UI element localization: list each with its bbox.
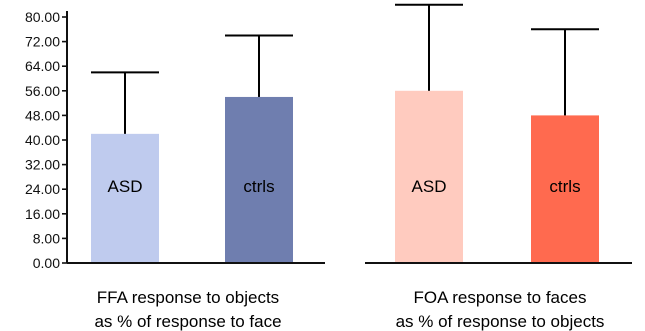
caption-2-line-2: as % of response to objects [396,312,605,331]
caption-2-line-1: FOA response to faces [414,288,587,307]
y-tick-label: 8.00 [33,230,60,246]
caption-1-line-2: as % of response to face [94,312,281,331]
bar-label-2-ctrls: ctrls [549,177,580,196]
bar-label-2-asd: ASD [412,177,447,196]
y-tick-label: 48.00 [25,107,60,123]
y-tick-label: 16.00 [25,206,60,222]
bar-label-1-asd: ASD [108,177,143,196]
y-tick-label: 72.00 [25,34,60,50]
caption-1-line-1: FFA response to objects [97,288,279,307]
y-tick-label: 24.00 [25,181,60,197]
y-tick-label: 32.00 [25,157,60,173]
bar-1-asd [91,133,159,263]
bar-2-ctrls [531,115,599,264]
bar-2-asd [395,90,463,263]
y-tick-label: 0.00 [33,255,60,271]
y-tick-label: 80.00 [25,9,60,25]
y-tick-label: 64.00 [25,58,60,74]
y-tick-label: 56.00 [25,83,60,99]
bar-label-1-ctrls: ctrls [243,177,274,196]
bar-1-ctrls [225,96,293,263]
y-tick-label: 40.00 [25,132,60,148]
